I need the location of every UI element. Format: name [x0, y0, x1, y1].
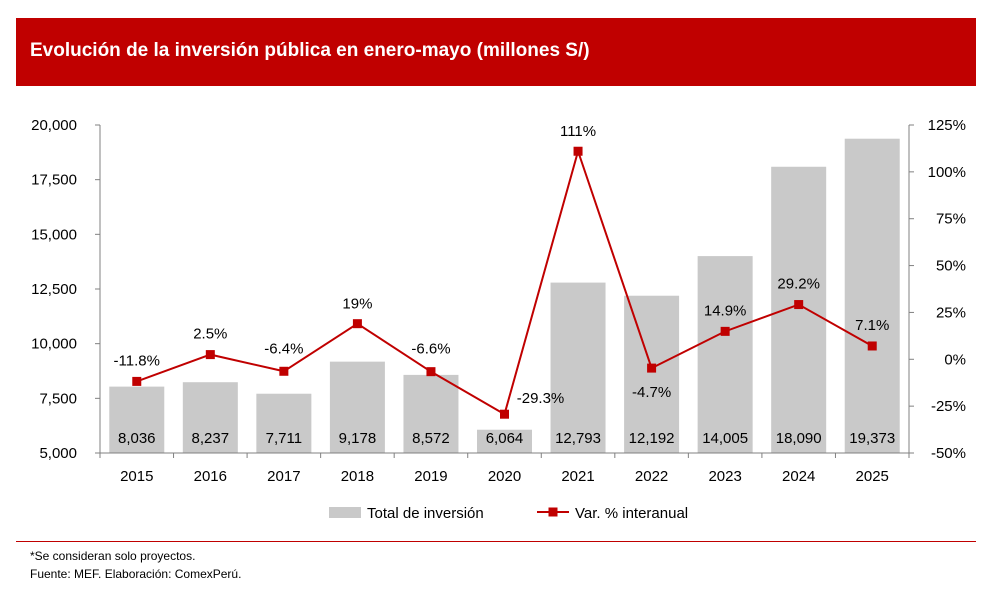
- bar: [771, 166, 827, 454]
- bar-value-label: 8,036: [118, 430, 156, 447]
- line-marker: [720, 326, 730, 336]
- bar: [550, 282, 606, 453]
- footnote: *Se consideran solo proyectos.: [30, 549, 196, 563]
- line-value-label: -6.6%: [411, 341, 450, 358]
- y-right-tick-label: -50%: [931, 445, 966, 462]
- bar-value-label: 12,192: [629, 430, 675, 447]
- bar-value-label: 9,178: [339, 430, 377, 447]
- legend-bar-label: Total de inversión: [367, 505, 484, 522]
- y-left-tick-label: 15,000: [31, 226, 77, 243]
- bar: [329, 361, 385, 453]
- line-value-label: 14.9%: [704, 302, 747, 319]
- x-tick-label: 2015: [120, 468, 153, 485]
- x-tick-label: 2023: [708, 468, 741, 485]
- x-tick-label: 2021: [561, 468, 594, 485]
- line-marker: [794, 300, 804, 310]
- line-marker: [500, 409, 509, 419]
- line-value-label: -4.7%: [632, 384, 671, 401]
- line-marker: [279, 366, 289, 376]
- bar: [109, 386, 165, 453]
- bar-value-label: 7,711: [266, 430, 302, 447]
- x-tick-label: 2020: [488, 468, 521, 485]
- y-left-tick-label: 10,000: [31, 336, 77, 353]
- bar-value-label: 8,572: [412, 430, 450, 447]
- x-tick-label: 2024: [782, 468, 815, 485]
- line-value-label: -11.8%: [114, 352, 160, 369]
- source-note: Fuente: MEF. Elaboración: ComexPerú.: [30, 567, 242, 581]
- bar: [477, 429, 532, 453]
- y-right-tick-label: -25%: [931, 398, 966, 415]
- y-right-tick-label: 125%: [928, 117, 966, 134]
- bar: [844, 138, 900, 454]
- y-left-tick-label: 20,000: [31, 117, 77, 134]
- y-right-tick-label: 50%: [936, 258, 966, 275]
- x-tick-label: 2016: [194, 468, 227, 485]
- line-marker: [867, 341, 877, 351]
- y-right-tick-label: 25%: [936, 304, 966, 321]
- footer-divider: [16, 541, 976, 542]
- y-right-tick-label: 75%: [936, 211, 966, 228]
- bar-value-label: 14,005: [702, 430, 748, 447]
- line-value-label: 29.2%: [777, 276, 820, 293]
- x-tick-label: 2025: [856, 468, 889, 485]
- bar-value-label: 6,064: [486, 430, 524, 447]
- line-marker: [205, 350, 215, 360]
- x-tick-label: 2018: [341, 468, 374, 485]
- legend-line-label: Var. % interanual: [575, 505, 688, 522]
- y-left-tick-label: 12,500: [31, 281, 77, 298]
- title-banner: Evolución de la inversión pública en ene…: [16, 18, 976, 86]
- y-left-tick-label: 5,000: [39, 445, 77, 462]
- legend-line-marker: [548, 507, 558, 517]
- line-value-label: 7.1%: [855, 317, 889, 334]
- x-tick-label: 2019: [414, 468, 447, 485]
- bar: [697, 256, 753, 453]
- line-marker: [573, 146, 583, 156]
- y-left-tick-label: 17,500: [31, 172, 77, 189]
- chart-title: Evolución de la inversión pública en ene…: [30, 40, 590, 61]
- bar: [403, 374, 459, 453]
- legend-bar-swatch: [329, 507, 361, 518]
- line-marker: [352, 319, 362, 329]
- line-marker: [647, 363, 657, 373]
- bar-value-label: 18,090: [776, 430, 822, 447]
- bar: [624, 295, 680, 453]
- line-marker: [426, 367, 436, 377]
- y-right-tick-label: 0%: [944, 351, 966, 368]
- x-tick-label: 2022: [635, 468, 668, 485]
- variation-line: [136, 147, 873, 416]
- x-tick-label: 2017: [267, 468, 300, 485]
- line-value-label: 111%: [560, 123, 596, 140]
- bar: [182, 382, 238, 453]
- line-marker: [132, 376, 142, 386]
- bar-value-label: 8,237: [192, 430, 230, 447]
- bar-value-label: 12,793: [555, 430, 601, 447]
- line-value-label: 19%: [342, 296, 372, 313]
- line-value-label: 2.5%: [193, 326, 227, 343]
- y-right-tick-label: 100%: [928, 164, 966, 181]
- line-value-label: -29.3%: [517, 390, 565, 407]
- bar: [256, 393, 312, 453]
- y-left-tick-label: 7,500: [39, 390, 77, 407]
- bar-value-label: 19,373: [849, 430, 895, 447]
- line-value-label: -6.4%: [264, 340, 303, 357]
